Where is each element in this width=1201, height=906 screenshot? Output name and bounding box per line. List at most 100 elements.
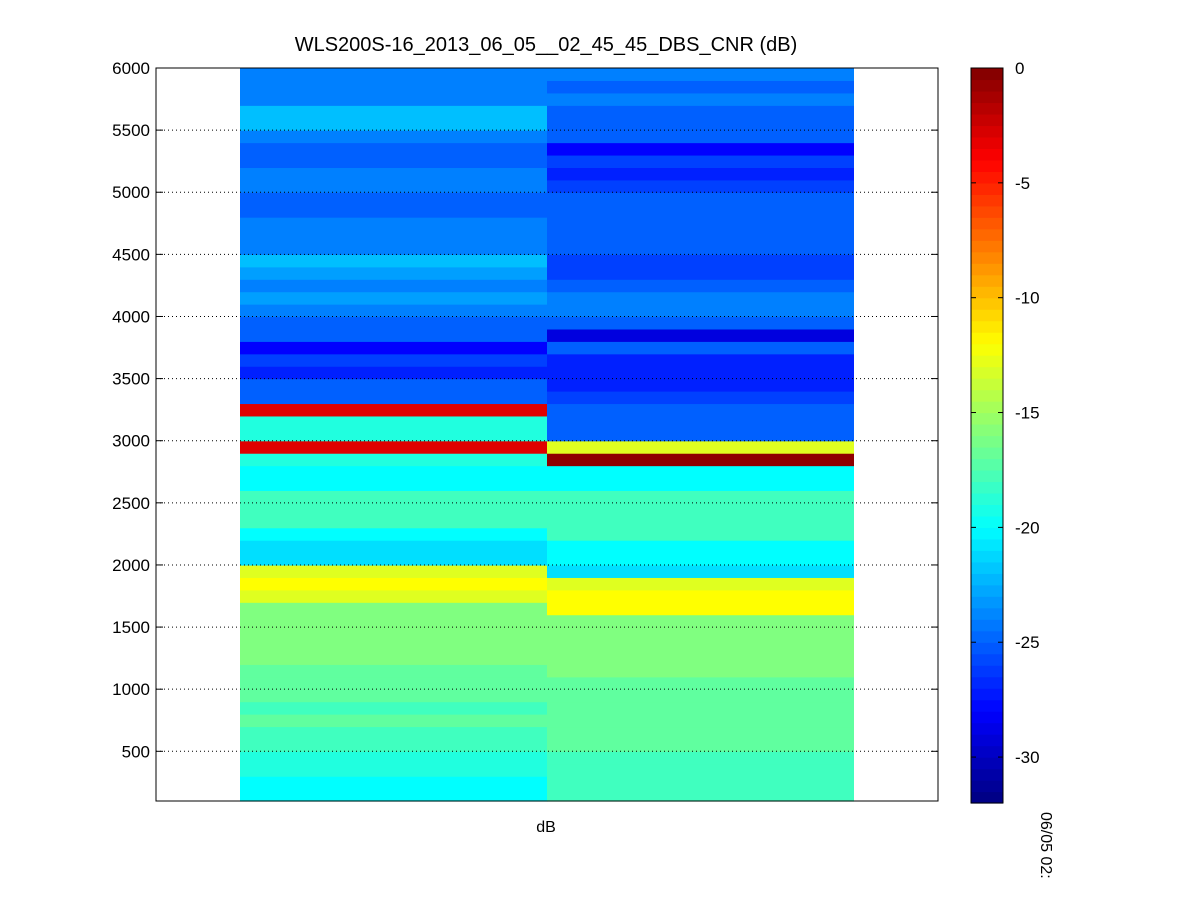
colorbar-step: [971, 538, 1003, 551]
colorbar-step: [971, 711, 1003, 724]
heatmap-cell: [240, 142, 548, 156]
heatmap-cell: [240, 341, 548, 355]
heatmap-cell: [240, 726, 548, 740]
colorbar-step: [971, 389, 1003, 402]
heatmap-cell: [547, 167, 854, 181]
heatmap-cell: [240, 701, 548, 715]
heatmap-cell: [547, 726, 854, 740]
colorbar-step: [971, 125, 1003, 138]
heatmap-cell: [547, 465, 854, 479]
heatmap-cell: [547, 428, 854, 442]
colorbar-step: [971, 343, 1003, 356]
heatmap-cell: [547, 179, 854, 193]
heatmap-cell: [547, 403, 854, 417]
heatmap-cell: [240, 328, 548, 342]
heatmap-cell: [240, 776, 548, 790]
colorbar-tick-label: -5: [1015, 174, 1030, 193]
heatmap-cell: [547, 552, 854, 566]
heatmap-cell: [240, 304, 548, 318]
heatmap-cell: [240, 415, 548, 429]
y-tick-label: 5500: [112, 121, 150, 140]
y-tick-label: 3500: [112, 370, 150, 389]
colorbar-step: [971, 527, 1003, 540]
heatmap-cell: [240, 689, 548, 703]
colorbar-step: [971, 699, 1003, 712]
heatmap-cell: [547, 366, 854, 380]
heatmap-cell: [547, 68, 854, 82]
heatmap-cell: [547, 664, 854, 678]
heatmap-cell: [547, 502, 854, 516]
colorbar-step: [971, 309, 1003, 322]
heatmap-cell: [547, 229, 854, 243]
heatmap-cell: [240, 391, 548, 405]
heatmap-cell: [240, 614, 548, 628]
heatmap-cell: [240, 540, 548, 554]
heatmap-cell: [547, 378, 854, 392]
colorbar-step: [971, 596, 1003, 609]
colorbar-step: [971, 102, 1003, 115]
heatmap-cell: [547, 738, 854, 752]
heatmap-cell: [547, 564, 854, 578]
heatmap-cell: [547, 341, 854, 355]
colorbar-step: [971, 79, 1003, 92]
colorbar-step: [971, 630, 1003, 643]
heatmap-cell: [240, 117, 548, 131]
heatmap-cell: [240, 751, 548, 765]
colorbar-step: [971, 378, 1003, 391]
heatmap-cell: [547, 142, 854, 156]
plot-area: 500 1000 1500 2000 2500 3000 3500 4000 4500 5000 5…: [112, 59, 939, 802]
colorbar-step: [971, 424, 1003, 437]
heatmap-cell: [547, 689, 854, 703]
colorbar-step: [971, 113, 1003, 127]
colorbar-step: [971, 469, 1003, 483]
heatmap-cell: [240, 602, 548, 616]
heatmap-cell: [240, 378, 548, 392]
y-tick-label: 2500: [112, 494, 150, 513]
heatmap-cell: [547, 515, 854, 529]
colorbar-tick-label: -10: [1015, 289, 1040, 308]
heatmap-cell: [547, 788, 854, 802]
y-tick-label: 1000: [112, 680, 150, 699]
colorbar-step: [971, 653, 1003, 666]
colorbar-step: [971, 619, 1003, 632]
colorbar-step: [971, 492, 1003, 505]
colorbar-step: [971, 194, 1003, 207]
heatmap-cell: [547, 105, 854, 119]
heatmap-cell: [240, 651, 548, 665]
colorbar-tick-label: 0: [1015, 59, 1024, 78]
plot-frame: [155, 67, 939, 802]
heatmap-cell: [240, 577, 548, 591]
colorbar-step: [971, 159, 1003, 172]
colorbar-step: [971, 136, 1003, 149]
colorbar-step: [971, 320, 1003, 333]
heatmap-cell: [240, 788, 548, 802]
colorbar-step: [971, 665, 1003, 678]
heatmap-cell: [240, 440, 548, 454]
heatmap-cell: [547, 192, 854, 206]
colorbar-step: [971, 263, 1003, 276]
colorbar-step: [971, 791, 1003, 804]
heatmap-cell: [240, 68, 548, 82]
heatmap-cell: [547, 204, 854, 218]
heatmap-cell: [240, 254, 548, 268]
colorbar-step: [971, 757, 1003, 770]
heatmap-cell: [240, 279, 548, 293]
colorbar-step: [971, 297, 1003, 310]
colorbar-step: [971, 446, 1003, 460]
heatmap-cell: [547, 714, 854, 728]
heatmap-cell: [547, 440, 854, 454]
heatmap-cell: [240, 527, 548, 541]
heatmap-cell: [547, 117, 854, 131]
colorbar-step: [971, 228, 1003, 241]
chart-title: WLS200S-16_2013_06_05__02_45_45_DBS_CNR …: [295, 34, 798, 56]
heatmap-cell: [240, 167, 548, 181]
heatmap-cell: [547, 254, 854, 268]
colorbar-tick-label: -15: [1015, 404, 1040, 423]
colorbar-step: [971, 768, 1003, 781]
heatmap-cell: [240, 130, 548, 144]
heatmap-cell: [240, 241, 548, 255]
colorbar-step: [971, 68, 1003, 81]
colorbar-frame: [970, 67, 1004, 804]
